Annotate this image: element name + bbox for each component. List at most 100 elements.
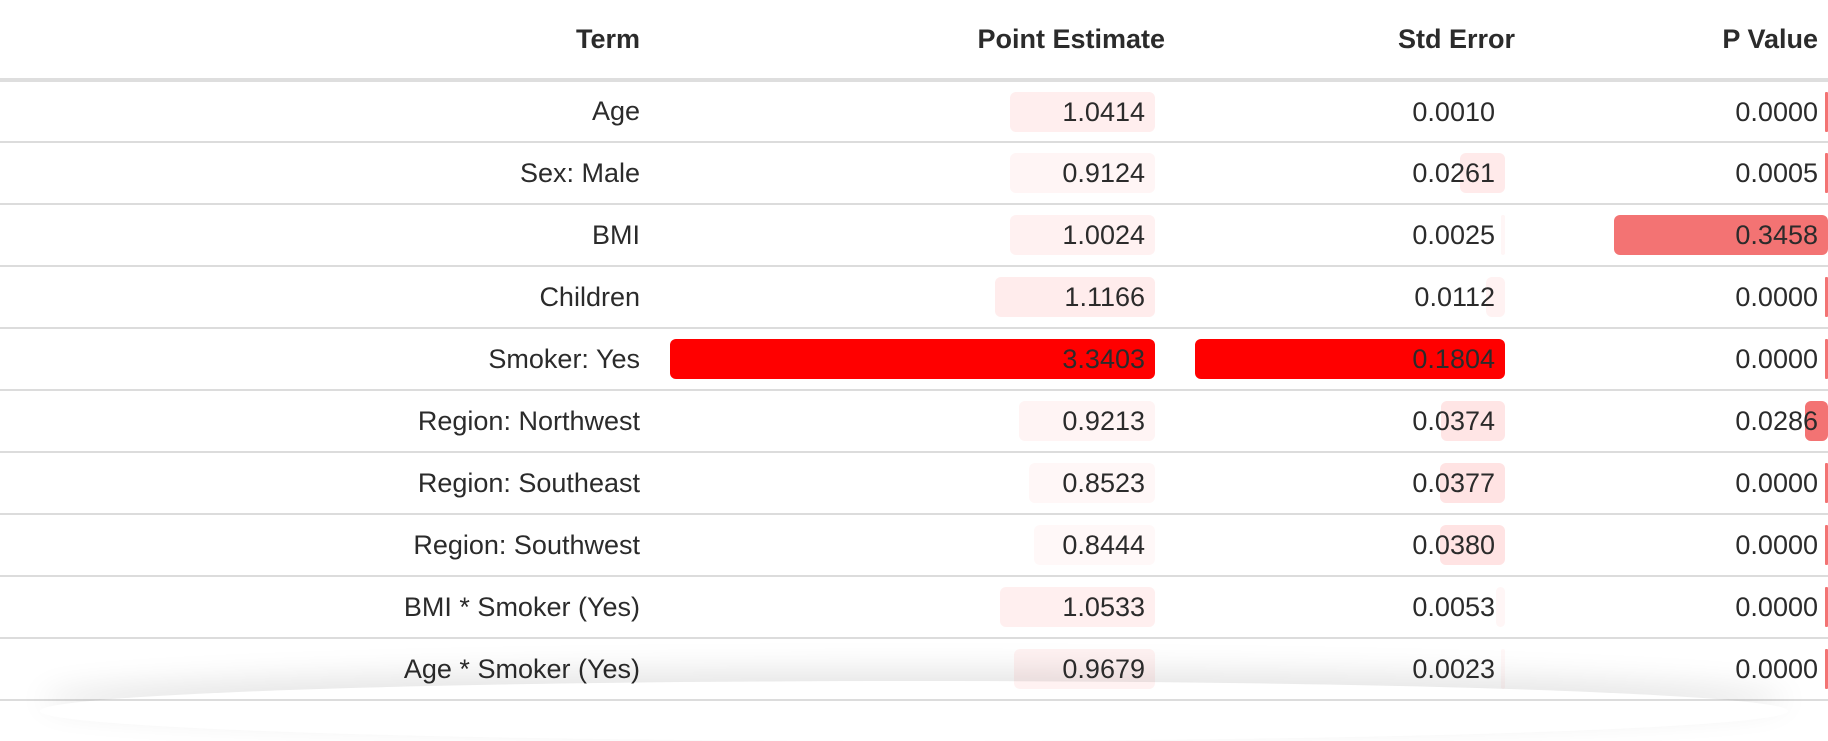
p-value-value: 0.0000 bbox=[1735, 96, 1818, 127]
p-value-value: 0.0005 bbox=[1735, 158, 1818, 188]
p-value-bar bbox=[1825, 463, 1828, 503]
std-error-value: 0.0380 bbox=[1412, 530, 1495, 560]
p-value-cell: 0.0000 bbox=[1525, 266, 1828, 329]
term-cell: Age * Smoker (Yes) bbox=[0, 638, 650, 701]
point-estimate-bar-container: 0.9679 bbox=[670, 649, 1155, 689]
std-error-bar bbox=[1500, 649, 1505, 689]
table-row[interactable]: Age 1.0414 0.0010 0.0000 bbox=[0, 80, 1828, 143]
p-value-value: 0.0000 bbox=[1735, 592, 1818, 622]
table-row[interactable]: Region: Northwest 0.9213 0.0374 0.0286 bbox=[0, 390, 1828, 453]
coefficient-table: Term Point Estimate Std Error P Value Ag… bbox=[0, 0, 1828, 701]
term-cell: Region: Southwest bbox=[0, 514, 650, 577]
p-value-value: 0.0000 bbox=[1735, 530, 1818, 560]
column-header-p-value[interactable]: P Value bbox=[1525, 0, 1828, 82]
table-row[interactable]: Children 1.1166 0.0112 0.0000 bbox=[0, 266, 1828, 329]
point-estimate-cell: 0.8523 bbox=[650, 452, 1175, 515]
header-row: Term Point Estimate Std Error P Value bbox=[0, 0, 1828, 82]
point-estimate-bar-container: 1.0414 bbox=[670, 91, 1155, 132]
column-header-std-error[interactable]: Std Error bbox=[1175, 0, 1525, 82]
point-estimate-bar-container: 1.0024 bbox=[670, 215, 1155, 255]
std-error-bar bbox=[1439, 525, 1505, 565]
p-value-bar-container: 0.0000 bbox=[1545, 339, 1828, 379]
p-value-cell: 0.0005 bbox=[1525, 142, 1828, 205]
table-header: Term Point Estimate Std Error P Value bbox=[0, 0, 1828, 82]
std-error-bar bbox=[1460, 153, 1505, 193]
table-body: Age 1.0414 0.0010 0.0000 Sex: Male 0.9124 0.02… bbox=[0, 80, 1828, 701]
std-error-bar bbox=[1500, 215, 1505, 255]
point-estimate-bar bbox=[1019, 401, 1155, 441]
point-estimate-value: 1.0414 bbox=[1062, 96, 1145, 127]
p-value-value: 0.0000 bbox=[1735, 344, 1818, 374]
p-value-value: 0.0000 bbox=[1735, 654, 1818, 684]
point-estimate-bar bbox=[1028, 463, 1155, 503]
term-cell: Sex: Male bbox=[0, 142, 650, 205]
p-value-bar bbox=[1804, 401, 1828, 441]
table-row[interactable]: BMI 1.0024 0.0025 0.3458 bbox=[0, 204, 1828, 267]
std-error-bar-container: 0.0025 bbox=[1195, 215, 1505, 255]
point-estimate-bar-container: 1.0533 bbox=[670, 587, 1155, 627]
table-row[interactable]: Region: Southeast 0.8523 0.0377 0.0000 bbox=[0, 452, 1828, 515]
point-estimate-bar bbox=[1009, 153, 1155, 193]
std-error-cell: 0.0261 bbox=[1175, 142, 1525, 205]
term-cell: Region: Southeast bbox=[0, 452, 650, 515]
std-error-cell: 0.0025 bbox=[1175, 204, 1525, 267]
point-estimate-value: 0.8444 bbox=[1062, 530, 1145, 560]
std-error-bar bbox=[1485, 277, 1505, 317]
std-error-value: 0.0377 bbox=[1412, 468, 1495, 498]
point-estimate-cell: 1.0414 bbox=[650, 80, 1175, 143]
p-value-cell: 0.3458 bbox=[1525, 204, 1828, 267]
p-value-cell: 0.0000 bbox=[1525, 80, 1828, 143]
p-value-bar-container: 0.0000 bbox=[1545, 91, 1828, 132]
p-value-bar bbox=[1825, 91, 1828, 132]
p-value-bar-container: 0.3458 bbox=[1545, 215, 1828, 255]
point-estimate-bar bbox=[1014, 649, 1155, 689]
column-header-point-estimate[interactable]: Point Estimate bbox=[650, 0, 1175, 82]
std-error-value: 0.0112 bbox=[1414, 282, 1495, 312]
std-error-cell: 0.0380 bbox=[1175, 514, 1525, 577]
point-estimate-bar bbox=[1009, 215, 1155, 255]
column-header-term[interactable]: Term bbox=[0, 0, 650, 82]
std-error-bar-container: 0.0380 bbox=[1195, 525, 1505, 565]
point-estimate-bar bbox=[999, 587, 1155, 627]
std-error-bar-container: 0.1804 bbox=[1195, 339, 1505, 379]
point-estimate-bar-container: 3.3403 bbox=[670, 339, 1155, 379]
p-value-bar bbox=[1825, 339, 1828, 379]
point-estimate-bar bbox=[994, 277, 1155, 317]
std-error-value: 0.0010 bbox=[1412, 96, 1495, 127]
std-error-cell: 0.0112 bbox=[1175, 266, 1525, 329]
table-row[interactable]: Region: Southwest 0.8444 0.0380 0.0000 bbox=[0, 514, 1828, 577]
point-estimate-cell: 0.8444 bbox=[650, 514, 1175, 577]
point-estimate-bar-container: 0.8444 bbox=[670, 525, 1155, 565]
std-error-value: 0.1804 bbox=[1412, 344, 1495, 374]
std-error-cell: 0.0374 bbox=[1175, 390, 1525, 453]
point-estimate-bar-container: 0.9124 bbox=[670, 153, 1155, 193]
point-estimate-bar bbox=[1009, 91, 1155, 132]
point-estimate-bar-container: 0.8523 bbox=[670, 463, 1155, 503]
regression-results-table: Term Point Estimate Std Error P Value Ag… bbox=[0, 0, 1828, 701]
point-estimate-value: 0.9124 bbox=[1062, 158, 1145, 188]
std-error-bar-container: 0.0261 bbox=[1195, 153, 1505, 193]
p-value-value: 0.3458 bbox=[1735, 220, 1818, 250]
table-row[interactable]: BMI * Smoker (Yes) 1.0533 0.0053 0.0000 bbox=[0, 576, 1828, 639]
table-row[interactable]: Sex: Male 0.9124 0.0261 0.0005 bbox=[0, 142, 1828, 205]
std-error-cell: 0.0010 bbox=[1175, 80, 1525, 143]
point-estimate-value: 0.9213 bbox=[1062, 406, 1145, 436]
point-estimate-bar-container: 0.9213 bbox=[670, 401, 1155, 441]
p-value-bar bbox=[1614, 215, 1828, 255]
point-estimate-cell: 0.9213 bbox=[650, 390, 1175, 453]
p-value-bar-container: 0.0000 bbox=[1545, 649, 1828, 689]
table-row[interactable]: Age * Smoker (Yes) 0.9679 0.0023 0.0000 bbox=[0, 638, 1828, 701]
point-estimate-value: 3.3403 bbox=[1062, 344, 1145, 374]
point-estimate-value: 0.9679 bbox=[1062, 654, 1145, 684]
std-error-bar-container: 0.0377 bbox=[1195, 463, 1505, 503]
p-value-bar-container: 0.0000 bbox=[1545, 277, 1828, 317]
std-error-bar bbox=[1496, 587, 1505, 627]
p-value-bar-container: 0.0000 bbox=[1545, 587, 1828, 627]
p-value-bar bbox=[1825, 153, 1828, 193]
term-cell: Region: Northwest bbox=[0, 390, 650, 453]
table-row[interactable]: Smoker: Yes 3.3403 0.1804 0.0000 bbox=[0, 328, 1828, 391]
p-value-bar-container: 0.0000 bbox=[1545, 525, 1828, 565]
term-cell: BMI * Smoker (Yes) bbox=[0, 576, 650, 639]
std-error-value: 0.0025 bbox=[1412, 220, 1495, 250]
p-value-value: 0.0000 bbox=[1735, 282, 1818, 312]
